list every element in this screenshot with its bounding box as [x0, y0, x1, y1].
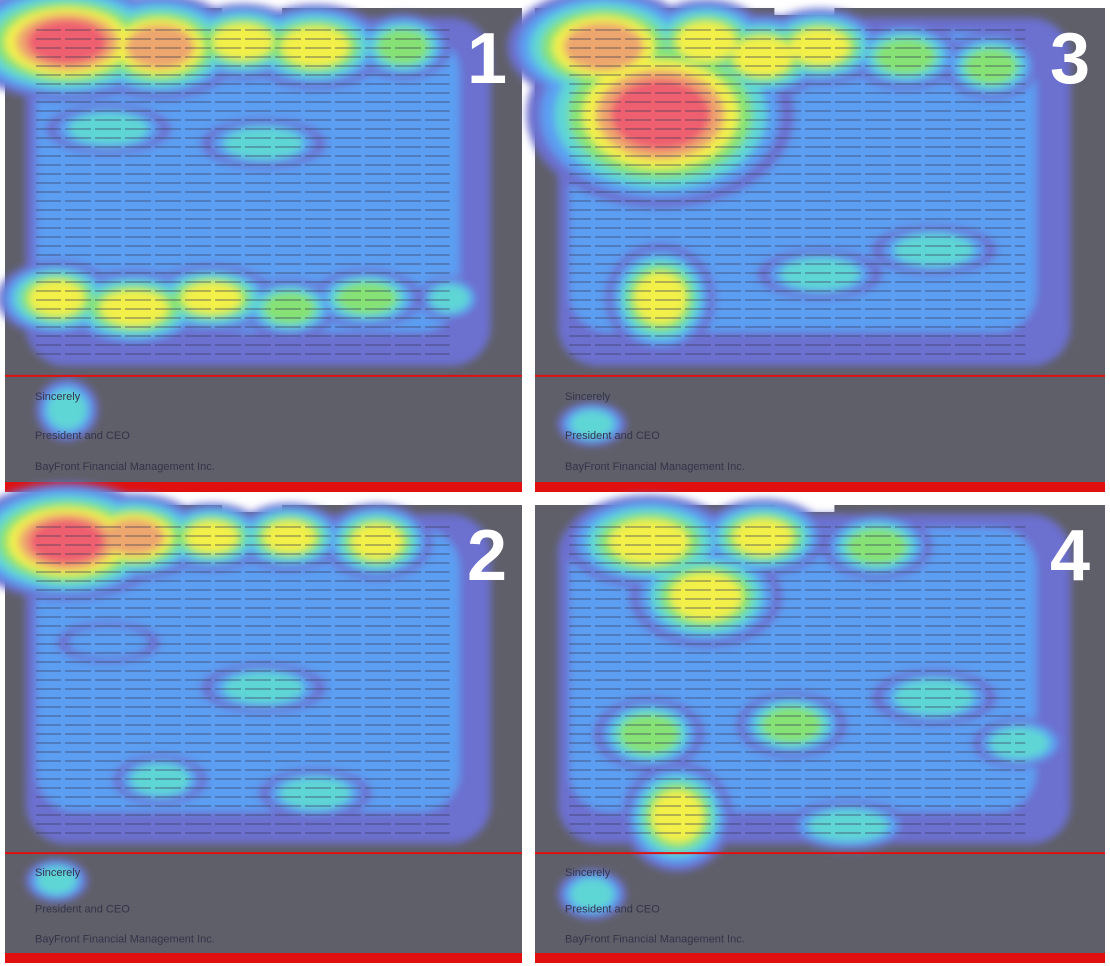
heatmap-panel: 4 Sincerely President and CEO BayFront Fina… — [535, 495, 1105, 963]
panel-number: 2 — [467, 516, 507, 596]
company: BayFront Financial Management Inc. — [35, 461, 215, 473]
signature: President and CEO — [565, 430, 660, 442]
bottom-bar — [535, 482, 1105, 492]
heatmap-panel: 2 Sincerely President and CEO BayFront Fina… — [0, 483, 522, 963]
heatmap-panel: 3 Sincerely President and CEO BayFront Fina… — [507, 0, 1105, 492]
panel-number: 1 — [467, 19, 507, 99]
heatmap-grid: 1 Sincerely President and CEO BayFront Fina… — [0, 0, 1110, 966]
bottom-bar — [5, 953, 522, 963]
company: BayFront Financial Management Inc. — [35, 933, 215, 945]
signature: President and CEO — [35, 430, 130, 442]
closing: Sincerely — [35, 867, 81, 879]
closing: Sincerely — [35, 391, 81, 403]
closing: Sincerely — [565, 867, 611, 879]
text-lines — [569, 523, 1025, 834]
page: 1 Sincerely President and CEO BayFront Fina… — [0, 0, 1110, 966]
company: BayFront Financial Management Inc. — [565, 461, 745, 473]
bottom-bar — [535, 953, 1105, 963]
closing: Sincerely — [565, 391, 611, 403]
heatmap-panel: 1 Sincerely President and CEO BayFront Fina… — [0, 0, 522, 492]
text-lines — [569, 27, 1025, 356]
text-lines — [36, 27, 450, 356]
signature: President and CEO — [565, 904, 660, 916]
company: BayFront Financial Management Inc. — [565, 933, 745, 945]
panel-number: 3 — [1050, 19, 1090, 99]
signature: President and CEO — [35, 904, 130, 916]
panel-number: 4 — [1050, 516, 1090, 596]
text-lines — [36, 523, 450, 834]
